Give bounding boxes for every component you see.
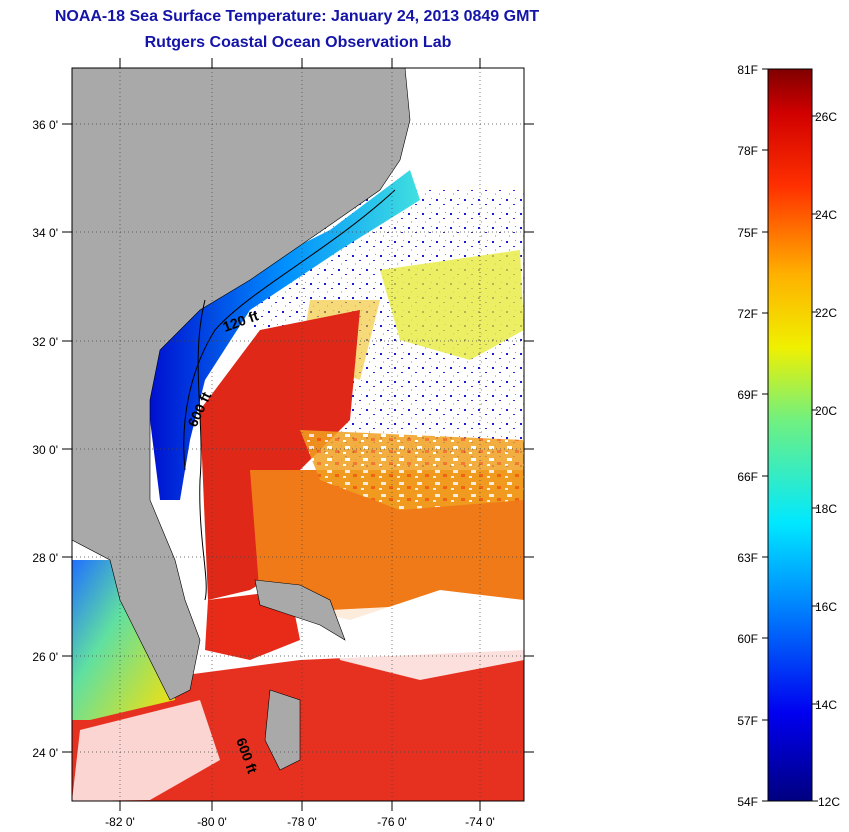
- colorbar-gradient: [767, 68, 813, 802]
- mixed-cloud-region: [300, 430, 524, 510]
- northern-cloud: [400, 68, 524, 190]
- colorbar-f-label: 81F: [737, 63, 758, 77]
- landmass-bahamas: [264, 689, 301, 771]
- colorbar-f-label: 69F: [737, 388, 758, 402]
- axis-ticks: [62, 58, 534, 811]
- colorbar-c-label: 20C: [815, 404, 837, 418]
- longitude-labels: -82 0' -80 0' -78 0' -76 0' -74 0': [105, 815, 495, 829]
- lon-tick-label: -82 0': [105, 815, 135, 829]
- warm-orange-region: [250, 470, 524, 620]
- lat-tick-label: 30 0': [32, 443, 58, 457]
- isobath-600ft: [197, 299, 207, 601]
- lon-tick-label: -74 0': [465, 815, 495, 829]
- chart-subtitle: Rutgers Coastal Ocean Observation Lab: [144, 34, 452, 51]
- lon-tick-label: -80 0': [197, 815, 227, 829]
- lat-tick-label: 34 0': [32, 226, 58, 240]
- lat-tick-label: 32 0': [32, 335, 58, 349]
- lat-tick-label: 28 0': [32, 551, 58, 565]
- colorbar-c-label: 18C: [815, 502, 837, 516]
- gulf-stream-band: [200, 310, 360, 600]
- colorbar-f-label: 60F: [737, 632, 758, 646]
- map-frame: [71, 67, 525, 802]
- colorbar-ticks: [762, 68, 818, 802]
- lon-tick-label: -78 0': [287, 815, 317, 829]
- lon-tick-label: -76 0': [377, 815, 407, 829]
- map-gridlines: [72, 68, 524, 801]
- celsius-labels: 26C 24C 22C 20C 18C 16C 14C 12C: [815, 110, 840, 809]
- colorbar-c-label: 26C: [815, 110, 837, 124]
- lat-tick-label: 26 0': [32, 650, 58, 664]
- colorbar-c-label: 22C: [815, 306, 837, 320]
- colorbar-f-label: 75F: [737, 226, 758, 240]
- colorbar-f-label: 57F: [737, 714, 758, 728]
- mid-temp-patch: [380, 250, 524, 360]
- chart-title: NOAA-18 Sea Surface Temperature: January…: [54, 8, 540, 25]
- isobath-120ft: [183, 189, 396, 471]
- southern-cloud-patch: [72, 700, 220, 801]
- lat-tick-label: 36 0': [32, 118, 58, 132]
- colorbar-c-label: 16C: [815, 600, 837, 614]
- landmass-bahamas: [254, 579, 346, 641]
- fahrenheit-labels: 81F 78F 75F 72F 69F 66F 63F 60F 57F 54F: [737, 63, 758, 809]
- southern-cloud-patch: [330, 600, 524, 680]
- lat-tick-label: 24 0': [32, 746, 58, 760]
- colorbar-f-label: 72F: [737, 307, 758, 321]
- colorbar-f-label: 54F: [737, 795, 758, 809]
- sst-map: [72, 68, 524, 801]
- colorbar-f-label: 78F: [737, 144, 758, 158]
- colorbar-c-label: 12C: [818, 795, 840, 809]
- coastal-cold-shelf: [150, 170, 420, 500]
- colorbar: 81F 78F 75F 72F 69F 66F 63F 60F 57F 54F …: [737, 63, 840, 809]
- colorbar-f-label: 63F: [737, 551, 758, 565]
- landmass-southeast-us: [72, 68, 411, 701]
- latitude-labels: 36 0' 34 0' 32 0' 30 0' 28 0' 26 0' 24 0…: [32, 118, 58, 760]
- colorbar-f-label: 66F: [737, 470, 758, 484]
- colorbar-c-label: 24C: [815, 208, 837, 222]
- colorbar-c-label: 14C: [815, 698, 837, 712]
